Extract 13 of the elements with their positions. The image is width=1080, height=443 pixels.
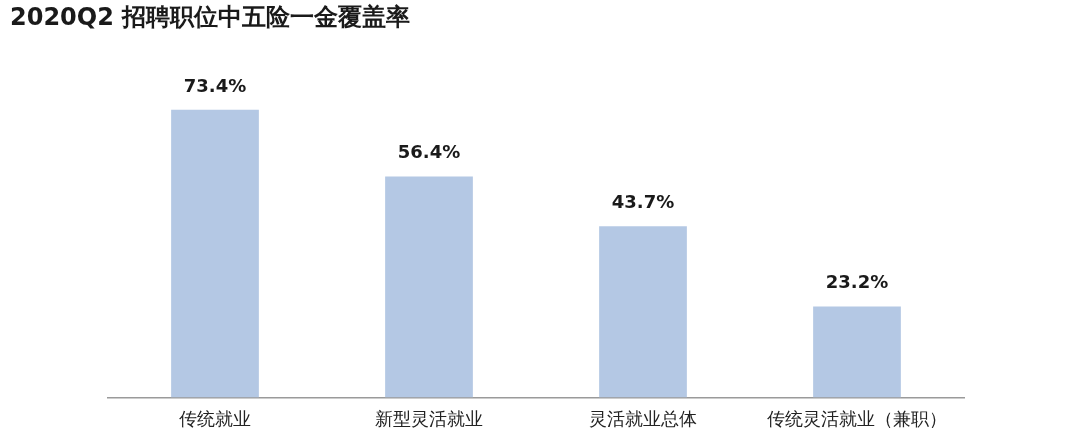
bar <box>171 109 259 398</box>
data-label: 56.4% <box>397 141 461 163</box>
bar <box>385 176 473 398</box>
bar <box>813 306 901 398</box>
data-label: 43.7% <box>611 190 675 212</box>
chart-title: 2020Q2 招聘职位中五险一金覆盖率 <box>10 3 411 31</box>
data-label: 23.2% <box>825 271 889 293</box>
data-label: 73.4% <box>183 74 247 96</box>
x-tick-label: 新型灵活就业 <box>375 407 483 429</box>
x-tick-label: 灵活就业总体 <box>589 407 697 429</box>
bar <box>599 226 687 398</box>
x-tick-label: 传统就业 <box>179 407 251 429</box>
x-tick-label: 传统灵活就业（兼职） <box>767 407 947 429</box>
